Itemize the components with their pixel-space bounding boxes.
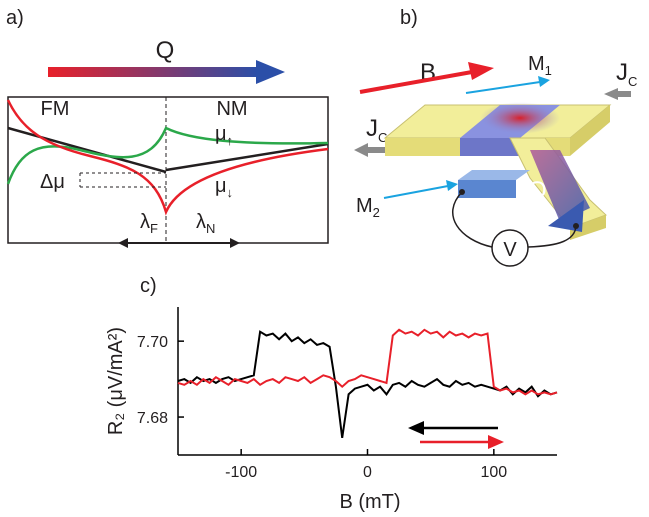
fm-label: FM xyxy=(41,98,70,120)
x-tick-label: -100 xyxy=(225,464,257,481)
x-tick-label: 100 xyxy=(480,464,507,481)
y-axis-label: R₂ (μV/mA²) xyxy=(105,327,127,435)
heat-arrow xyxy=(48,67,258,77)
current-arrow xyxy=(604,88,618,100)
heat-arrow-head xyxy=(256,60,285,84)
m1-arrow xyxy=(466,82,540,93)
symbol: M xyxy=(356,195,373,217)
symbol: λ xyxy=(196,211,206,233)
arrow-head xyxy=(230,238,240,248)
subscript: C xyxy=(628,74,637,89)
subscript: ↓ xyxy=(227,185,234,200)
voltmeter-label: V xyxy=(503,239,517,261)
nm-label: NM xyxy=(216,98,247,120)
m1-label: M1 xyxy=(528,53,552,78)
symbol: M xyxy=(528,53,545,75)
panel-a: a) Q FM NM Δμ μ↑ μ↓ λF λN xyxy=(6,7,328,248)
panel-b: b) B M1 JC JC Q M2 V xyxy=(354,7,637,266)
panel-c: c) B (mT) R₂ (μV/mA²) 7.68 7.70 -100 0 100 xyxy=(105,275,557,513)
lambda-f-label: λF xyxy=(140,211,158,236)
m2-front xyxy=(458,180,516,198)
m2-label: M2 xyxy=(356,195,380,220)
subscript: 1 xyxy=(545,63,552,78)
panel-label: a) xyxy=(6,7,24,29)
x-tick-label: 0 xyxy=(363,464,372,481)
hot-spot xyxy=(480,102,560,134)
jc-right-label: JC xyxy=(616,59,637,89)
m2-arrow xyxy=(384,186,448,198)
arrow-head xyxy=(408,421,424,435)
mu-up-label: μ↑ xyxy=(215,123,233,148)
mu-average xyxy=(8,128,328,172)
contact xyxy=(459,189,465,195)
current-arrow xyxy=(354,143,368,157)
heat-label: Q xyxy=(528,177,547,204)
jc-left-label: JC xyxy=(366,115,387,145)
y-tick-label: 7.68 xyxy=(137,410,168,427)
heat-label: Q xyxy=(156,37,175,64)
arrow-head xyxy=(488,435,504,449)
subscript: 2 xyxy=(373,205,380,220)
symbol: μ xyxy=(215,175,227,197)
x-axis-label: B (mT) xyxy=(339,491,400,513)
delta-mu-label: Δμ xyxy=(40,171,65,193)
current-arrow xyxy=(617,91,631,97)
symbol: μ xyxy=(215,123,227,145)
symbol: J xyxy=(366,115,378,142)
subscript: ↑ xyxy=(227,133,234,148)
figure: a) Q FM NM Δμ μ↑ μ↓ λF λN b) B M1 JC JC … xyxy=(0,0,649,517)
contact xyxy=(573,223,579,229)
panel-label: c) xyxy=(140,275,157,297)
field-arrow xyxy=(360,72,472,92)
symbol: J xyxy=(616,59,628,86)
m2-top xyxy=(458,170,530,180)
data-line xyxy=(178,332,557,438)
symbol: λ xyxy=(140,211,150,233)
lambda-n-label: λN xyxy=(196,211,215,236)
subscript: N xyxy=(206,221,215,236)
arrow-head xyxy=(118,238,128,248)
panel-label: b) xyxy=(400,7,418,29)
mu-down-label: μ↓ xyxy=(215,175,233,200)
y-tick-label: 7.70 xyxy=(137,334,168,351)
arrow-head xyxy=(446,180,458,191)
subscript: F xyxy=(150,221,158,236)
arrow-head xyxy=(468,62,494,80)
